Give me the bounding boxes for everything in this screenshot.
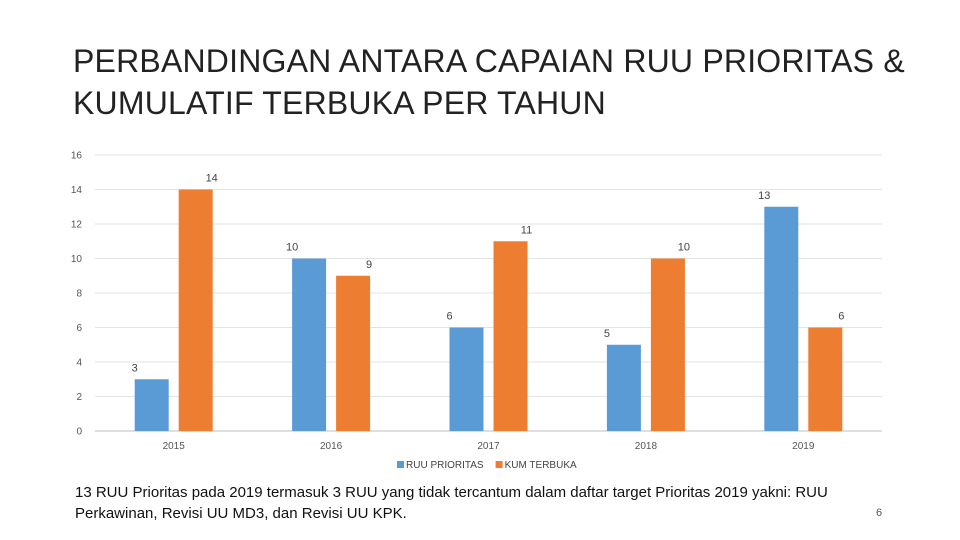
data-label: 11 [521,224,532,236]
x-tick-label: 2019 [792,441,815,452]
slide-title: PERBANDINGAN ANTARA CAPAIAN RUU PRIORITA… [73,43,905,121]
y-tick-label: 4 [76,358,82,369]
bar-kum-terbuka-2019 [808,327,843,431]
bar-ruu-prioritas-2015 [134,379,169,431]
legend: RUU PRIORITAS KUM TERBUKA [397,460,577,471]
gridlines [95,154,882,432]
data-labels: 3 14 10 9 6 11 5 10 13 6 [132,173,845,375]
y-tick-label: 16 [71,151,83,162]
data-label: 13 [758,190,770,202]
x-tick-label: 2017 [477,441,500,452]
data-label: 14 [206,173,218,185]
data-label: 9 [366,259,372,271]
data-label: 10 [286,242,298,254]
bar-kum-terbuka-2015 [178,189,213,431]
page-number: 6 [876,507,883,519]
x-tick-label: 2015 [163,441,186,452]
y-tick-label: 12 [71,220,83,231]
x-axis-tick-labels: 2015 2016 2017 2018 2019 [163,441,815,452]
bar-ruu-prioritas-2017 [449,327,484,431]
x-tick-label: 2016 [320,441,343,452]
y-tick-label: 14 [71,185,83,196]
y-axis-tick-labels: 0 2 4 6 8 10 12 14 16 [71,151,83,438]
data-label: 5 [604,328,610,340]
data-label: 3 [132,362,138,374]
data-label: 6 [446,311,452,323]
bars [134,189,843,431]
bar-kum-terbuka-2016 [336,275,371,431]
legend-swatch [495,461,503,468]
legend-swatch [397,461,404,468]
bar-ruu-prioritas-2019 [764,206,799,431]
legend-label: RUU PRIORITAS [406,460,484,471]
bar-kum-terbuka-2017 [493,241,528,431]
y-tick-label: 8 [76,289,82,300]
bar-ruu-prioritas-2016 [292,258,327,431]
y-tick-label: 2 [76,392,82,403]
y-tick-label: 10 [71,254,83,265]
legend-label: KUM TERBUKA [505,460,577,471]
bar-ruu-prioritas-2018 [606,344,641,431]
bar-kum-terbuka-2018 [650,258,685,431]
data-label: 10 [678,242,690,254]
y-tick-label: 0 [76,427,82,438]
footnote: 13 RUU Prioritas pada 2019 termasuk 3 RU… [75,484,828,522]
y-tick-label: 6 [76,323,82,334]
x-tick-label: 2018 [635,441,658,452]
data-label: 6 [838,311,844,323]
